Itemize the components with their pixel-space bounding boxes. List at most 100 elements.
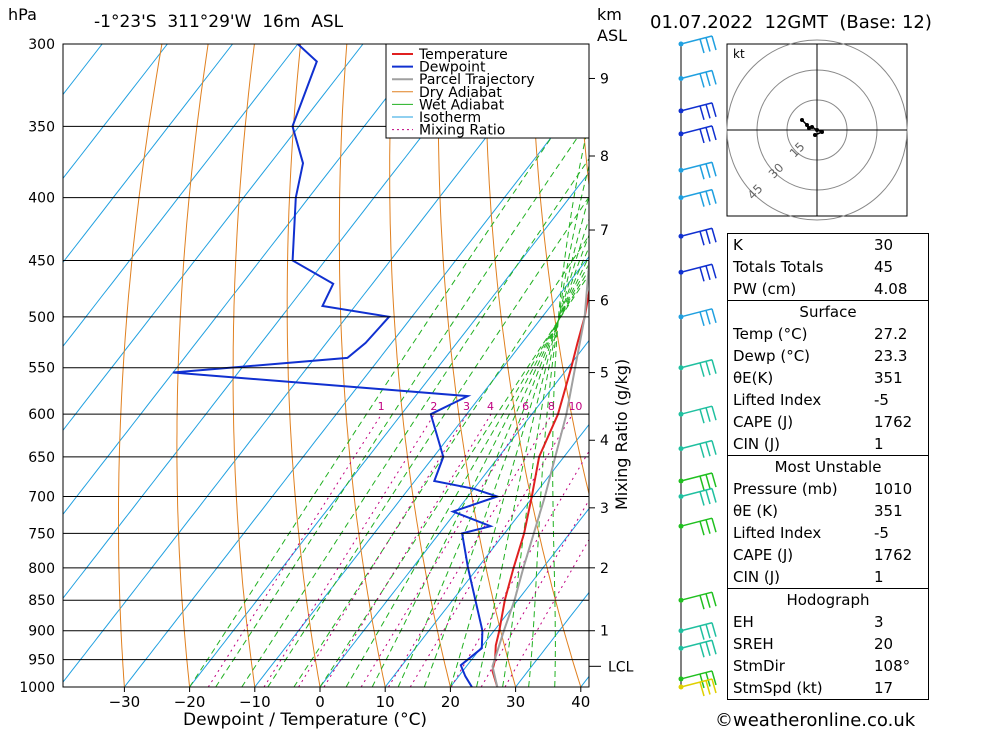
barb-shaft	[680, 188, 713, 199]
stmspd-row: StmSpd (kt) 17	[733, 679, 894, 697]
barb-dot	[678, 494, 684, 500]
surface-temp-row: Temp (°C) 27.2	[733, 325, 908, 343]
barb-dot	[678, 478, 684, 484]
barb-feather	[711, 622, 717, 637]
wet-adiabat-line	[345, 268, 589, 687]
barb-dot	[678, 523, 684, 529]
barb-feather	[705, 104, 711, 119]
barb-dot	[678, 365, 684, 371]
asl-label: ASL	[597, 26, 628, 45]
legend-box	[385, 43, 590, 139]
barb-feather	[705, 593, 711, 608]
barb-feather	[711, 472, 717, 488]
km-tick-label: 3	[600, 501, 609, 517]
dry-adiabat-line	[338, 44, 386, 687]
barb-feather	[699, 443, 705, 458]
barb-dot	[678, 684, 684, 690]
totals-row: Totals Totals 45	[733, 258, 894, 276]
dry-adiabat-line	[484, 44, 582, 687]
pressure-tick-label: 350	[28, 119, 55, 135]
barb-feather	[699, 362, 705, 377]
barb-dot	[678, 167, 684, 173]
temp-tick-label: 30	[506, 693, 525, 711]
mixing-ratio-line	[207, 413, 383, 687]
barb-shaft	[680, 102, 713, 112]
barb-feather	[711, 440, 717, 455]
barb-feather	[705, 519, 711, 534]
isotherm-line	[63, 44, 559, 683]
mixing-ratio-line	[504, 538, 589, 687]
pressure-tick-label: 450	[28, 254, 55, 270]
pressure-tick-label: 650	[28, 450, 55, 466]
barb-feather	[699, 165, 705, 180]
barb-shaft	[680, 439, 713, 450]
barb-feather	[711, 640, 717, 655]
barb-feather	[699, 105, 705, 121]
axes: 3003504004505005506006507007508008509009…	[19, 37, 633, 711]
barb-feather	[711, 308, 717, 324]
km-tick-label: 1	[600, 624, 609, 640]
barb-feather	[711, 228, 717, 243]
hodograph-point	[800, 118, 804, 122]
barb-feather	[705, 624, 711, 639]
barb-shaft	[680, 358, 713, 369]
barb-feather	[699, 643, 705, 658]
mu-pressure-row: Pressure (mb) 1010	[733, 480, 913, 498]
pressure-tick-label: 500	[28, 310, 55, 326]
barb-shaft	[680, 161, 713, 171]
location-title: -1°23'S 311°29'W 16m ASL	[94, 12, 344, 32]
barb-feather	[711, 102, 717, 118]
temp-tick-label: 40	[571, 693, 590, 711]
barb-feather	[699, 192, 705, 207]
barb-dot	[678, 597, 684, 603]
barb-feather	[705, 680, 711, 695]
mixing-ratio-line	[480, 499, 589, 687]
pressure-tick-label: 750	[28, 526, 55, 542]
hodograph-point	[813, 133, 817, 137]
barb-shaft	[680, 308, 713, 318]
legend-label: Dry Adiabat	[419, 85, 502, 101]
wind-barb	[678, 517, 717, 536]
barb-feather	[705, 37, 711, 52]
barb-feather	[711, 670, 717, 686]
barb-shaft	[680, 639, 713, 649]
legend-label: Wet Adiabat	[419, 97, 505, 113]
wind-barb	[678, 622, 717, 640]
barb-shaft	[680, 472, 713, 482]
mu-li-row: Lifted Index -5	[733, 524, 889, 542]
wind-barb	[678, 678, 717, 697]
barb-shaft	[680, 35, 713, 45]
barb-feather	[699, 681, 705, 697]
barb-feather	[705, 71, 711, 87]
barb-feather	[699, 38, 705, 54]
most-unstable-title: Most Unstable	[728, 455, 928, 478]
mixing-ratio-tick-label: 10	[568, 400, 582, 413]
barb-feather	[699, 625, 705, 640]
barb-dot	[678, 676, 684, 682]
barb-feather	[711, 264, 717, 279]
barb-feather	[711, 678, 717, 694]
hodograph-unit: kt	[733, 47, 745, 61]
pressure-tick-label: 1000	[19, 680, 55, 696]
mu-cin-row: CIN (J) 1	[733, 568, 884, 586]
pressure-unit: hPa	[8, 5, 37, 24]
barb-dot	[678, 314, 684, 320]
hodograph-point	[805, 123, 809, 127]
km-tick-label: 5	[600, 366, 609, 382]
wind-barb	[678, 188, 717, 207]
legend-label: Parcel Trajectory	[419, 72, 535, 88]
mixing-ratio-tick-label: 6	[522, 400, 529, 413]
barb-shaft	[680, 622, 713, 632]
surface-li-row: Lifted Index -5	[733, 391, 889, 409]
mixing-ratio-line	[388, 413, 553, 687]
mixing-ratio-line	[450, 450, 589, 687]
pressure-tick-label: 950	[28, 653, 55, 669]
wind-barb	[678, 69, 717, 88]
plot-frame	[62, 43, 590, 688]
wind-barb	[678, 125, 717, 144]
pressure-tick-label: 600	[28, 407, 55, 423]
legend-label: Mixing Ratio	[419, 123, 505, 139]
surface-cin-row: CIN (J) 1	[733, 435, 884, 453]
